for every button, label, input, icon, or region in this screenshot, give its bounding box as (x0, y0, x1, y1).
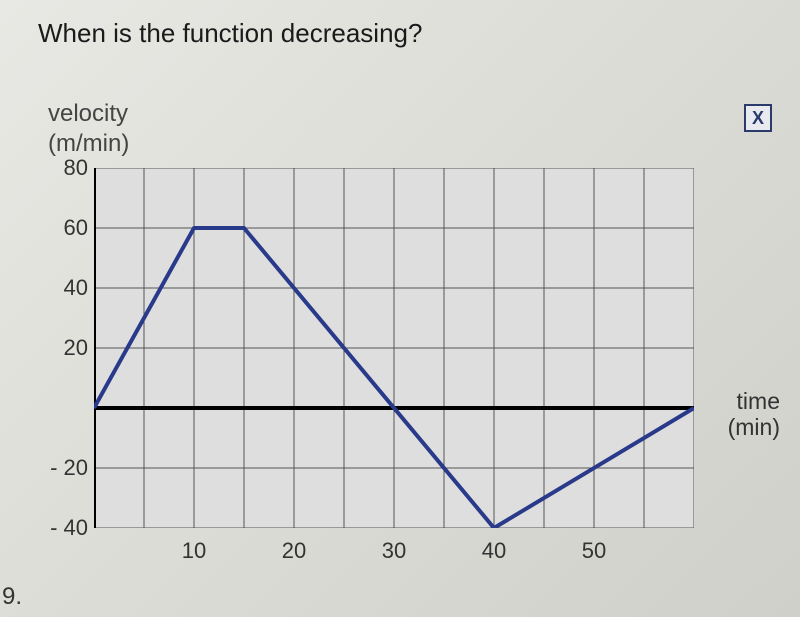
question-text: When is the function decreasing? (38, 18, 422, 49)
y-axis-label-1: velocity (48, 100, 128, 128)
x-tick-label: 40 (474, 538, 514, 564)
y-tick-label: - 40 (38, 515, 88, 541)
x-axis-label-1: time (737, 388, 780, 415)
question-number: 9. (2, 583, 22, 611)
close-icon[interactable]: X (744, 104, 772, 132)
x-tick-label: 10 (174, 538, 214, 564)
x-axis-label-2: (min) (728, 414, 780, 441)
y-tick-label: 80 (38, 155, 88, 181)
y-axis-label-2: (m/min) (48, 130, 129, 158)
worksheet-page: When is the function decreasing? velocit… (0, 0, 800, 617)
velocity-chart: - 40- 2020406080 1020304050 (28, 160, 708, 580)
x-tick-label: 20 (274, 538, 314, 564)
y-tick-label: 60 (38, 215, 88, 241)
chart-svg (94, 168, 694, 528)
y-tick-label: 20 (38, 335, 88, 361)
y-tick-label: - 20 (38, 455, 88, 481)
x-tick-label: 30 (374, 538, 414, 564)
x-tick-label: 50 (574, 538, 614, 564)
y-tick-label: 40 (38, 275, 88, 301)
